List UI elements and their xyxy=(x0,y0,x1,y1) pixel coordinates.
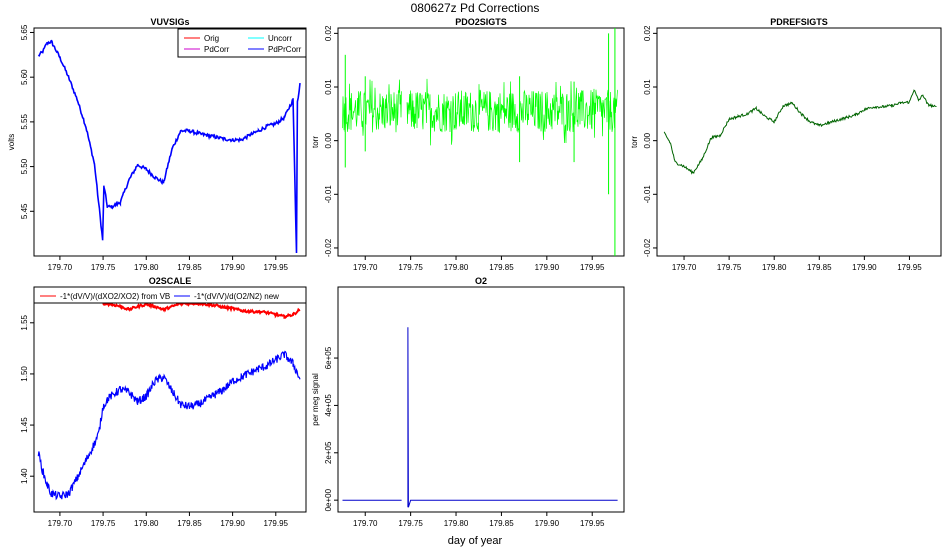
x-tick-label: 179.95 xyxy=(264,263,289,272)
y-tick-label: 0.00 xyxy=(324,132,333,148)
plot-frame xyxy=(33,27,307,257)
x-tick-label: 179.75 xyxy=(398,263,423,272)
plot-area xyxy=(37,39,301,254)
chart-title: PDO2SIGTS xyxy=(455,17,507,27)
y-tick-label: 0.01 xyxy=(643,79,652,95)
x-tick-label: 179.95 xyxy=(897,263,922,272)
chart-o2: O2 179.70 179.75 179.80 179.85 179.90 179.95 0e… xyxy=(311,276,625,528)
x-tick-label: 179.85 xyxy=(807,263,832,272)
x-tick-label: 179.70 xyxy=(353,263,378,272)
x-tick-label: 179.85 xyxy=(177,519,202,528)
legend: Orig Uncorr PdCorr PdPrCorr xyxy=(177,28,307,58)
x-tick-label: 179.80 xyxy=(444,519,469,528)
legend-label: -1*(dV/V)/(dXO2/XO2) from VB xyxy=(60,292,170,301)
x-tick-label: 179.75 xyxy=(398,519,423,528)
x-tick-label: 179.70 xyxy=(48,263,73,272)
y-tick-label: 0e+00 xyxy=(324,488,333,511)
y-tick-label: 0.00 xyxy=(643,132,652,148)
legend-label: PdCorr xyxy=(204,45,230,54)
y-tick-label: 1.45 xyxy=(20,417,29,433)
x-tick-label: 179.80 xyxy=(762,263,787,272)
plot-area xyxy=(37,300,301,501)
x-tick-label: 179.90 xyxy=(535,519,560,528)
x-tick-label: 179.70 xyxy=(48,519,73,528)
figure-title: 080627z Pd Corrections xyxy=(411,1,540,15)
y-tick-label: 4e+05 xyxy=(324,394,333,417)
y-tick-label: 0.01 xyxy=(324,79,333,95)
legend-label: PdPrCorr xyxy=(268,45,302,54)
legend: -1*(dV/V)/(dXO2/XO2) from VB -1*(dV/V)/d(… xyxy=(33,286,307,304)
y-tick-label: 6e+05 xyxy=(324,346,333,369)
chart-pdo2sigts: PDO2SIGTS 179.70 179.75 179.80 179.85 179.90 1… xyxy=(311,17,625,272)
y-tick-label: 1.40 xyxy=(20,468,29,484)
chart-title: O2 xyxy=(475,276,487,286)
legend-label: Orig xyxy=(204,34,219,43)
y-tick-label: -0.01 xyxy=(324,185,333,204)
y-axis-label: per meg signal xyxy=(311,373,320,426)
plot-frame xyxy=(33,286,307,513)
series-line-pdo2 xyxy=(342,78,618,146)
y-axis-label: volts xyxy=(7,134,16,150)
series-line-o2scale-vb xyxy=(102,300,301,319)
y-tick-label: 5.45 xyxy=(20,203,29,219)
plot-frame xyxy=(337,286,625,513)
x-tick-label: 179.90 xyxy=(535,263,560,272)
y-tick-label: 5.65 xyxy=(20,24,29,40)
chart-o2scale: O2SCALE 179.70 179.75 179.80 179.85 179.90 179… xyxy=(20,276,307,528)
legend-box xyxy=(177,28,307,58)
plot-area xyxy=(663,89,937,175)
x-tick-label: 179.95 xyxy=(580,519,605,528)
figure-xlabel: day of year xyxy=(448,535,503,547)
y-tick-label: 1.50 xyxy=(20,366,29,382)
y-tick-label: -0.01 xyxy=(643,185,652,204)
x-tick-label: 179.90 xyxy=(220,519,245,528)
x-tick-label: 179.70 xyxy=(672,263,697,272)
legend-label: -1*(dV/V)/d(O2/N2) new xyxy=(194,292,279,301)
series-line-o2 xyxy=(342,327,618,508)
x-tick-label: 179.85 xyxy=(489,263,514,272)
plot-area xyxy=(342,327,618,508)
y-tick-label: 5.55 xyxy=(20,114,29,130)
y-axis-label: torr xyxy=(311,136,320,148)
x-tick-label: 179.90 xyxy=(852,263,877,272)
y-tick-label: 0.02 xyxy=(643,25,652,41)
y-tick-label: 2e+05 xyxy=(324,441,333,464)
x-tick-label: 179.95 xyxy=(580,263,605,272)
x-tick-label: 179.80 xyxy=(134,519,159,528)
series-line-pdref xyxy=(663,89,937,175)
x-tick-label: 179.70 xyxy=(353,519,378,528)
chart-title: O2SCALE xyxy=(149,276,192,286)
x-tick-label: 179.75 xyxy=(717,263,742,272)
series-line-o2scale-new xyxy=(37,350,301,501)
plot-frame xyxy=(656,27,942,257)
x-tick-label: 179.95 xyxy=(264,519,289,528)
y-tick-label: 5.60 xyxy=(20,69,29,85)
x-tick-label: 179.90 xyxy=(220,263,245,272)
series-line-pdprcorr xyxy=(37,39,301,254)
chart-vuvsigs: VUVSIGs 179.70 179.75 179.80 179.85 179.90 179… xyxy=(7,17,307,272)
y-tick-label: 1.55 xyxy=(20,314,29,330)
y-axis-label: torr xyxy=(630,136,639,148)
x-tick-label: 179.80 xyxy=(444,263,469,272)
x-tick-label: 179.80 xyxy=(134,263,159,272)
y-tick-label: -0.02 xyxy=(643,238,652,257)
x-tick-label: 179.85 xyxy=(177,263,202,272)
plot-area xyxy=(342,28,618,256)
legend-box xyxy=(33,286,307,304)
legend-label: Uncorr xyxy=(268,34,292,43)
chart-pdrefsigts: PDREFSIGTS 179.70 179.75 179.80 179.85 179.90… xyxy=(630,17,942,272)
chart-title: VUVSIGs xyxy=(150,17,189,27)
x-tick-label: 179.85 xyxy=(489,519,514,528)
y-tick-label: 0.02 xyxy=(324,25,333,41)
plot-frame xyxy=(337,27,625,257)
chart-title: PDREFSIGTS xyxy=(770,17,828,27)
y-tick-label: 5.50 xyxy=(20,158,29,174)
x-tick-label: 179.75 xyxy=(91,263,116,272)
x-tick-label: 179.75 xyxy=(91,519,116,528)
y-tick-label: -0.02 xyxy=(324,238,333,257)
